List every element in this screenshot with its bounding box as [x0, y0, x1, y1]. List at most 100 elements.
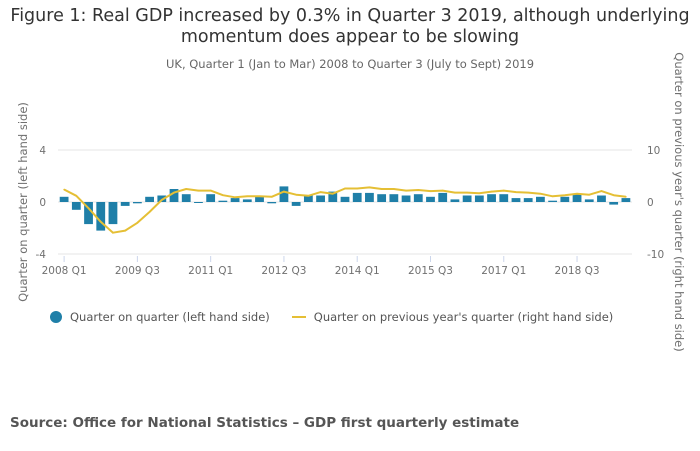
line-point — [393, 188, 395, 190]
y-right-tick-label: -10 — [647, 249, 664, 261]
line-point — [197, 189, 200, 192]
y-axis-left-title: Quarter on quarter (left hand side) — [16, 102, 30, 302]
y-right-tick-label: 10 — [647, 145, 660, 157]
line-point — [209, 189, 212, 192]
line-point — [331, 192, 334, 195]
line-point — [185, 188, 188, 190]
bar — [255, 195, 264, 202]
line-point — [380, 188, 383, 190]
bar — [597, 195, 606, 202]
legend-item-line[interactable]: Quarter on previous year's quarter (righ… — [291, 310, 614, 324]
y-left-tick-label: 0 — [39, 197, 46, 209]
legend-bar-marker-icon — [50, 311, 62, 323]
line-point — [87, 207, 90, 210]
line-point — [576, 192, 578, 195]
line-point — [63, 188, 65, 191]
x-tick-label: 2009 Q3 — [115, 265, 160, 277]
legend-bar-label: Quarter on quarter (left hand side) — [70, 310, 270, 324]
line-point — [551, 195, 554, 198]
bar — [71, 202, 81, 210]
y-right-tick-label: 0 — [647, 197, 654, 209]
y-left-tick-label: -4 — [36, 249, 47, 261]
line-point — [625, 196, 627, 198]
bar — [194, 202, 203, 203]
bar — [474, 195, 484, 202]
bar — [145, 196, 154, 202]
line-point — [161, 199, 163, 201]
bar — [242, 199, 252, 202]
x-tick-label: 2012 Q3 — [261, 265, 306, 277]
line-point — [368, 186, 371, 189]
bar — [316, 195, 325, 202]
bar — [389, 194, 399, 202]
bar — [291, 202, 301, 206]
line-point — [454, 191, 456, 194]
line-point — [112, 231, 114, 234]
line-point — [283, 190, 285, 193]
line-path — [63, 186, 627, 234]
line-point — [478, 192, 481, 194]
line-point — [356, 187, 359, 190]
bar-series — [59, 186, 631, 231]
bar — [462, 195, 472, 202]
line-point — [99, 220, 102, 223]
bar — [609, 202, 619, 205]
legend: Quarter on quarter (left hand side) Quar… — [50, 310, 635, 324]
bar — [328, 191, 338, 202]
x-tick-label: 2011 Q1 — [188, 265, 233, 277]
line-point — [75, 194, 78, 197]
bar — [279, 186, 289, 202]
legend-item-bar[interactable]: Quarter on quarter (left hand side) — [50, 310, 270, 324]
line-point — [600, 190, 603, 192]
line-point — [417, 189, 420, 191]
bar — [560, 196, 570, 202]
bar — [59, 196, 69, 202]
y-left-tick-label: 4 — [39, 145, 46, 157]
x-tick-label: 2017 Q1 — [481, 265, 526, 277]
bar — [499, 194, 509, 202]
bar — [426, 196, 435, 202]
line-point — [222, 194, 224, 197]
x-tick-label: 2008 Q1 — [42, 265, 87, 277]
line-point — [527, 191, 529, 194]
bar — [621, 198, 631, 202]
bar — [401, 195, 411, 202]
bar — [230, 198, 240, 202]
bar — [84, 202, 93, 225]
bar — [181, 194, 191, 202]
line-point — [441, 189, 444, 192]
bar — [450, 199, 460, 202]
line-point — [246, 195, 249, 198]
bar — [218, 200, 228, 202]
bar — [438, 192, 448, 202]
bar — [169, 189, 179, 202]
x-tick-label: 2015 Q3 — [408, 265, 453, 277]
bar — [365, 192, 374, 202]
line-point — [136, 222, 139, 224]
x-tick-label: 2014 Q1 — [335, 265, 380, 277]
bar — [108, 202, 118, 225]
bar — [413, 194, 423, 202]
source-note: Source: Office for National Statistics –… — [10, 415, 520, 431]
legend-line-label: Quarter on previous year's quarter (righ… — [313, 310, 614, 324]
line-point — [588, 193, 591, 196]
bar — [120, 202, 130, 206]
line-point — [270, 196, 273, 198]
legend-line-marker-icon — [291, 316, 306, 318]
bar — [548, 200, 558, 202]
line-point — [490, 190, 493, 193]
x-axis: 2008 Q1 2009 Q3 2011 Q1 2012 Q3 2014 Q1 2015 … — [42, 255, 632, 277]
line-point — [295, 193, 297, 196]
bar — [487, 194, 496, 202]
line-point — [502, 189, 505, 192]
bar — [303, 195, 313, 202]
bar — [536, 196, 545, 202]
bar — [340, 196, 350, 202]
bar — [352, 192, 362, 202]
line-point — [466, 191, 468, 194]
line-point — [234, 196, 236, 199]
y-axis-right-title: Quarter on previous year's quarter (righ… — [672, 52, 686, 351]
bar — [206, 194, 216, 202]
bar — [96, 202, 106, 231]
